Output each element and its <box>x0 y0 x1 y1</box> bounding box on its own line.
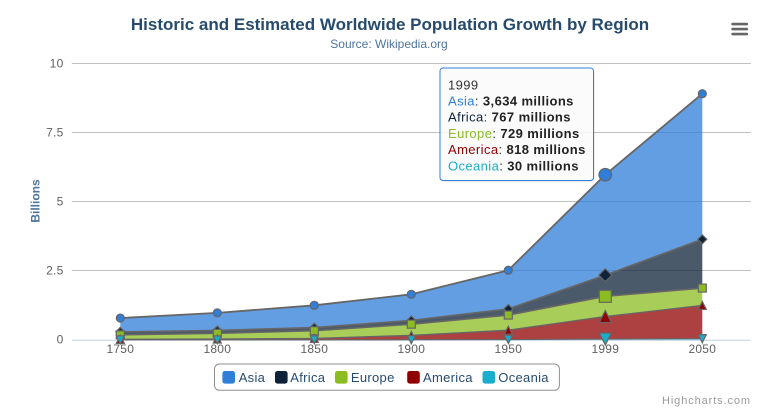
svg-text:0: 0 <box>57 333 64 347</box>
svg-text:America: America <box>423 370 473 385</box>
svg-text:Historic and Estimated Worldwi: Historic and Estimated Worldwide Populat… <box>131 15 649 34</box>
svg-text:Europe: 729 millions: Europe: 729 millions <box>448 126 580 141</box>
svg-text:10: 10 <box>50 57 64 71</box>
svg-text:1900: 1900 <box>397 342 425 356</box>
svg-text:1999: 1999 <box>448 77 479 92</box>
svg-text:2.5: 2.5 <box>46 264 64 278</box>
svg-text:Oceania: Oceania <box>498 370 549 385</box>
svg-text:Source: Wikipedia.org: Source: Wikipedia.org <box>330 37 447 51</box>
svg-text:America: 818 millions: America: 818 millions <box>448 142 586 157</box>
svg-text:1999: 1999 <box>591 342 619 356</box>
svg-text:2050: 2050 <box>688 342 716 356</box>
svg-text:Oceania: 30 millions: Oceania: 30 millions <box>448 158 579 173</box>
svg-text:1750: 1750 <box>106 342 134 356</box>
svg-text:Asia: 3,634 millions: Asia: 3,634 millions <box>448 94 574 109</box>
svg-text:1950: 1950 <box>494 342 522 356</box>
svg-text:1850: 1850 <box>300 342 328 356</box>
svg-text:7.5: 7.5 <box>46 126 64 140</box>
svg-text:1800: 1800 <box>203 342 231 356</box>
svg-text:Europe: Europe <box>351 370 395 385</box>
svg-text:Africa: Africa <box>290 370 325 385</box>
svg-text:Asia: Asia <box>239 370 266 385</box>
svg-text:Billions: Billions <box>29 179 43 223</box>
svg-text:Highcharts.com: Highcharts.com <box>662 395 751 407</box>
svg-text:Africa: 767 millions: Africa: 767 millions <box>448 110 571 125</box>
svg-text:5: 5 <box>57 195 64 209</box>
